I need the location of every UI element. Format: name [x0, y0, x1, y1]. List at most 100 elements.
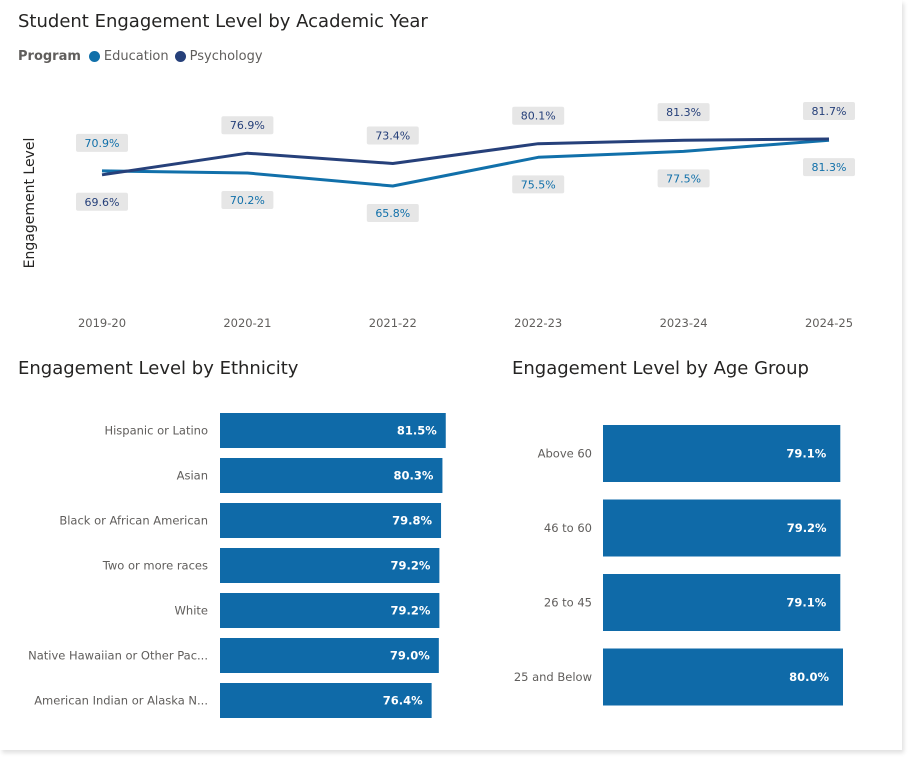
- data-label-text-psychology-2020-21: 76.9%: [230, 119, 265, 132]
- bar-rect-black-or-african-american: [220, 503, 442, 538]
- x-tick-label-2024-25: 2024-25: [805, 316, 853, 330]
- data-label-psychology-2020-21: 76.9%: [221, 116, 274, 135]
- bar-rect-hispanic-or-latino: [220, 413, 446, 448]
- legend-marker-psychology: [174, 51, 186, 62]
- x-tick-label-2021-22: 2021-22: [369, 316, 417, 330]
- bar-rect-above-60: [603, 425, 841, 482]
- data-label-text-education-2021-22: 65.8%: [375, 207, 410, 220]
- bar-value-native-hawaiian-or-other-pac: 79.0%: [390, 649, 430, 663]
- data-label-bg-psychology-2024-25: [803, 102, 855, 120]
- data-label-education-2024-25: 81.3%: [803, 158, 855, 177]
- legend-label-education: Education: [103, 49, 169, 64]
- x-tick-label-2023-24: 2023-24: [660, 316, 708, 330]
- category-label-26-to-45: 26 to 45: [544, 596, 592, 610]
- data-label-psychology-2019-20: 69.6%: [76, 192, 128, 211]
- category-label-american-indian-or-alaska-n: American Indian or Alaska N...: [34, 694, 208, 708]
- x-tick-label-2019-20: 2019-20: [78, 316, 126, 330]
- legend-item-psychology[interactable]: Psychology: [174, 49, 263, 64]
- bar-value-white: 79.2%: [390, 604, 430, 618]
- bar-46-to-60: 79.2%: [603, 499, 841, 557]
- bar-black-or-african-american: 79.8%: [220, 503, 442, 538]
- bar-26-to-45: 79.1%: [603, 574, 841, 631]
- data-label-bg-education-2020-21: [221, 190, 274, 209]
- data-label-education-2019-20: 70.9%: [76, 133, 128, 152]
- bar-value-26-to-45: 79.1%: [786, 596, 826, 610]
- category-label-black-or-african-american: Black or African American: [59, 514, 208, 528]
- category-label-two-or-more-races: Two or more races: [102, 559, 208, 573]
- data-label-psychology-2023-24: 81.3%: [657, 103, 710, 122]
- bar-above-60: 79.1%: [603, 425, 841, 482]
- series-line-education: [101, 138, 830, 188]
- category-label-above-60: Above 60: [538, 447, 592, 461]
- line-chart: 70.9% 70.2% 65.8% 75.5% 77.5% 81.3% 69.6% 76.9%…: [76, 102, 855, 330]
- data-label-text-education-2020-21: 70.2%: [230, 194, 265, 207]
- bar-value-46-to-60: 79.2%: [787, 521, 827, 535]
- category-label-native-hawaiian-or-other-pac: Native Hawaiian or Other Pac...: [28, 649, 208, 663]
- bar-native-hawaiian-or-other-pac: 79.0%: [220, 638, 439, 673]
- x-tick-label-2022-23: 2022-23: [514, 316, 562, 330]
- data-label-text-psychology-2019-20: 69.6%: [85, 196, 120, 209]
- data-label-text-education-2024-25: 81.3%: [812, 161, 847, 174]
- data-label-bg-education-2021-22: [366, 204, 419, 222]
- bar-value-above-60: 79.1%: [786, 447, 826, 461]
- data-label-bg-psychology-2021-22: [366, 126, 419, 145]
- data-label-bg-psychology-2019-20: [76, 192, 128, 211]
- bar-asian: 80.3%: [220, 458, 443, 493]
- bar-hispanic-or-latino: 81.5%: [220, 413, 446, 448]
- bar-25-and-below: 80.0%: [603, 648, 843, 706]
- bar-two-or-more-races: 79.2%: [220, 548, 440, 583]
- bar-value-asian: 80.3%: [394, 469, 434, 483]
- data-label-psychology-2022-23: 80.1%: [512, 106, 565, 125]
- data-label-education-2021-22: 65.8%: [366, 204, 419, 222]
- bar-value-hispanic-or-latino: 81.5%: [397, 424, 437, 438]
- data-label-text-psychology-2024-25: 81.7%: [812, 105, 847, 118]
- category-label-46-to-60: 46 to 60: [544, 521, 592, 535]
- line-chart-legend: Program Education Psychology: [18, 49, 269, 64]
- series-line-psychology: [101, 137, 830, 177]
- data-label-text-psychology-2022-23: 80.1%: [521, 110, 556, 123]
- legend-title: Program: [18, 49, 81, 64]
- x-tick-label-2020-21: 2020-21: [223, 316, 271, 330]
- bar-rect-american-indian-or-alaska-n: [220, 683, 432, 718]
- data-label-text-psychology-2023-24: 81.3%: [666, 106, 701, 119]
- age-chart-title: Engagement Level by Age Group: [512, 358, 809, 379]
- bar-rect-white: [220, 593, 440, 628]
- line-chart-title: Student Engagement Level by Academic Yea…: [18, 11, 428, 32]
- category-label-asian: Asian: [177, 469, 208, 483]
- bar-rect-two-or-more-races: [220, 548, 440, 583]
- data-label-bg-education-2023-24: [657, 169, 710, 188]
- data-label-text-education-2022-23: 75.5%: [521, 178, 556, 191]
- bar-rect-46-to-60: [603, 499, 841, 557]
- data-label-bg-education-2022-23: [512, 175, 565, 194]
- data-label-psychology-2024-25: 81.7%: [803, 102, 855, 120]
- category-label-white: White: [175, 604, 208, 618]
- bar-value-25-and-below: 80.0%: [789, 670, 829, 684]
- legend-label-psychology: Psychology: [189, 49, 263, 64]
- data-label-bg-psychology-2022-23: [512, 106, 565, 125]
- legend-marker-education: [88, 51, 100, 62]
- bar-value-black-or-african-american: 79.8%: [392, 514, 432, 528]
- data-label-bg-education-2019-20: [76, 133, 128, 152]
- bar-value-american-indian-or-alaska-n: 76.4%: [383, 694, 423, 708]
- data-label-education-2023-24: 77.5%: [657, 169, 710, 188]
- bar-american-indian-or-alaska-n: 76.4%: [220, 683, 432, 718]
- data-label-education-2020-21: 70.2%: [221, 190, 274, 209]
- category-label-hispanic-or-latino: Hispanic or Latino: [104, 424, 208, 438]
- legend-item-education[interactable]: Education: [88, 49, 169, 64]
- category-label-25-and-below: 25 and Below: [514, 670, 592, 684]
- bar-white: 79.2%: [220, 593, 440, 628]
- data-label-education-2022-23: 75.5%: [512, 175, 565, 194]
- data-label-bg-psychology-2023-24: [657, 103, 710, 122]
- data-label-bg-education-2024-25: [803, 158, 855, 177]
- bar-rect-asian: [220, 458, 443, 493]
- ethnicity-chart-title: Engagement Level by Ethnicity: [18, 358, 299, 379]
- data-label-text-psychology-2021-22: 73.4%: [375, 130, 410, 143]
- data-label-text-education-2023-24: 77.5%: [666, 172, 701, 185]
- bar-rect-native-hawaiian-or-other-pac: [220, 638, 439, 673]
- data-label-text-education-2019-20: 70.9%: [85, 137, 120, 150]
- bar-rect-26-to-45: [603, 574, 841, 631]
- data-label-psychology-2021-22: 73.4%: [366, 126, 419, 145]
- bar-value-two-or-more-races: 79.2%: [390, 559, 430, 573]
